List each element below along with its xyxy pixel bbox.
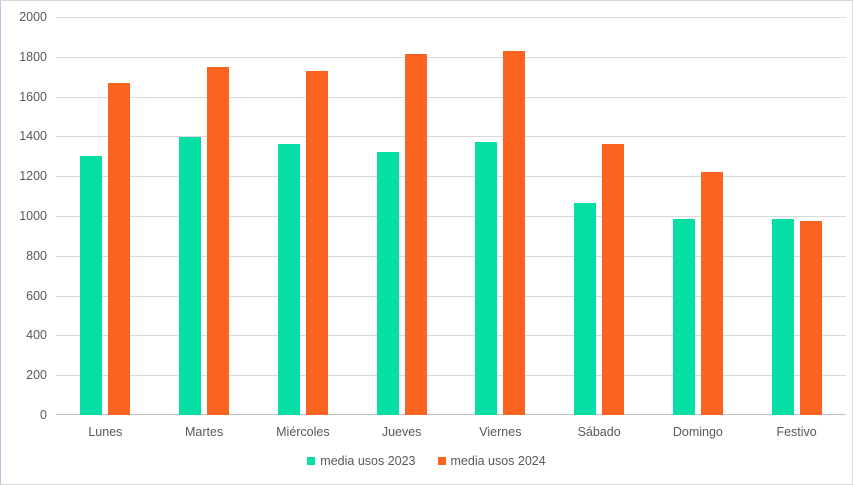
y-axis-tick-label: 1200: [19, 169, 47, 184]
plot-area: [56, 17, 846, 415]
gridline: [56, 295, 846, 297]
bar-media-usos-2024-festivo[interactable]: [799, 220, 822, 415]
gridline: [56, 216, 846, 217]
bar-media-usos-2024-sabado[interactable]: [602, 144, 625, 415]
x-axis-category-label-jueves: Jueves: [381, 425, 422, 439]
legend: media usos 2023 media usos 2024: [1, 454, 852, 468]
y-axis-tick-label: 1800: [19, 49, 47, 64]
x-axis-line: [56, 414, 846, 415]
x-axis-category-label-sabado: Sábado: [577, 425, 621, 439]
bar-group-festivo: [747, 17, 846, 415]
legend-item-media-usos-2024[interactable]: media usos 2024: [437, 454, 546, 468]
x-axis-category-label-lunes: Lunes: [88, 425, 123, 439]
legend-swatch-media-usos-2024: [437, 457, 446, 465]
bar-group-domingo: [649, 17, 748, 415]
x-axis-category-label-domingo: Domingo: [672, 425, 723, 439]
y-axis-tick-label: 0: [40, 408, 47, 422]
x-axis-category-label-martes: Martes: [185, 425, 224, 439]
bar-media-usos-2023-sabado[interactable]: [574, 203, 597, 415]
y-axis-tick-label: 2000: [19, 10, 47, 24]
y-axis-tick-label: 800: [26, 248, 47, 263]
y-axis-tick-label: 400: [26, 328, 47, 343]
bar-media-usos-2023-lunes[interactable]: [80, 156, 103, 415]
bar-media-usos-2024-domingo[interactable]: [700, 172, 723, 415]
y-axis-tick-label: 1000: [19, 209, 47, 223]
bar-media-usos-2023-viernes[interactable]: [475, 142, 498, 415]
x-axis-category-label-viernes: Viernes: [479, 425, 522, 439]
legend-swatch-media-usos-2023: [307, 457, 316, 465]
bar-media-usos-2024-lunes[interactable]: [108, 82, 131, 415]
gridline: [56, 136, 846, 138]
bar-group-viernes: [451, 17, 550, 415]
bar-media-usos-2023-jueves[interactable]: [376, 152, 399, 415]
gridline: [56, 255, 846, 257]
bar-group-martes: [155, 17, 254, 415]
bar-media-usos-2023-martes[interactable]: [179, 137, 202, 415]
bar-media-usos-2024-viernes[interactable]: [503, 50, 526, 415]
x-axis-labels: Lunes Martes Miércoles Jueves Viernes Sábado D…: [56, 425, 846, 439]
legend-item-media-usos-2023[interactable]: media usos 2023: [307, 454, 416, 468]
bar-group-lunes: [56, 17, 155, 415]
gridline: [56, 375, 846, 377]
bar-media-usos-2023-domingo[interactable]: [672, 219, 695, 415]
y-axis-tick-label: 1600: [19, 89, 47, 104]
bar-media-usos-2023-festivo[interactable]: [771, 219, 794, 415]
gridline: [56, 335, 846, 337]
bar-group-jueves: [352, 17, 451, 415]
bar-group-miercoles: [254, 17, 353, 415]
bar-group-sabado: [550, 17, 649, 415]
bar-media-usos-2023-miercoles[interactable]: [277, 144, 300, 415]
bar-media-usos-2024-miercoles[interactable]: [305, 70, 328, 415]
bar-media-usos-2024-jueves[interactable]: [404, 53, 427, 415]
legend-label: media usos 2024: [450, 454, 546, 468]
gridline: [56, 176, 846, 178]
gridline: [56, 17, 846, 18]
y-axis-tick-label: 200: [26, 368, 47, 383]
y-axis-tick-label: 600: [26, 288, 47, 303]
bar-groups: [56, 17, 846, 415]
y-axis-tick-label: 1400: [19, 129, 47, 144]
gridline: [56, 56, 846, 58]
legend-label: media usos 2023: [320, 454, 416, 468]
bar-media-usos-2024-martes[interactable]: [207, 66, 230, 415]
x-axis-category-label-festivo: Festivo: [776, 425, 817, 439]
gridline: [56, 96, 846, 98]
x-axis-category-label-miercoles: Miércoles: [276, 425, 330, 439]
